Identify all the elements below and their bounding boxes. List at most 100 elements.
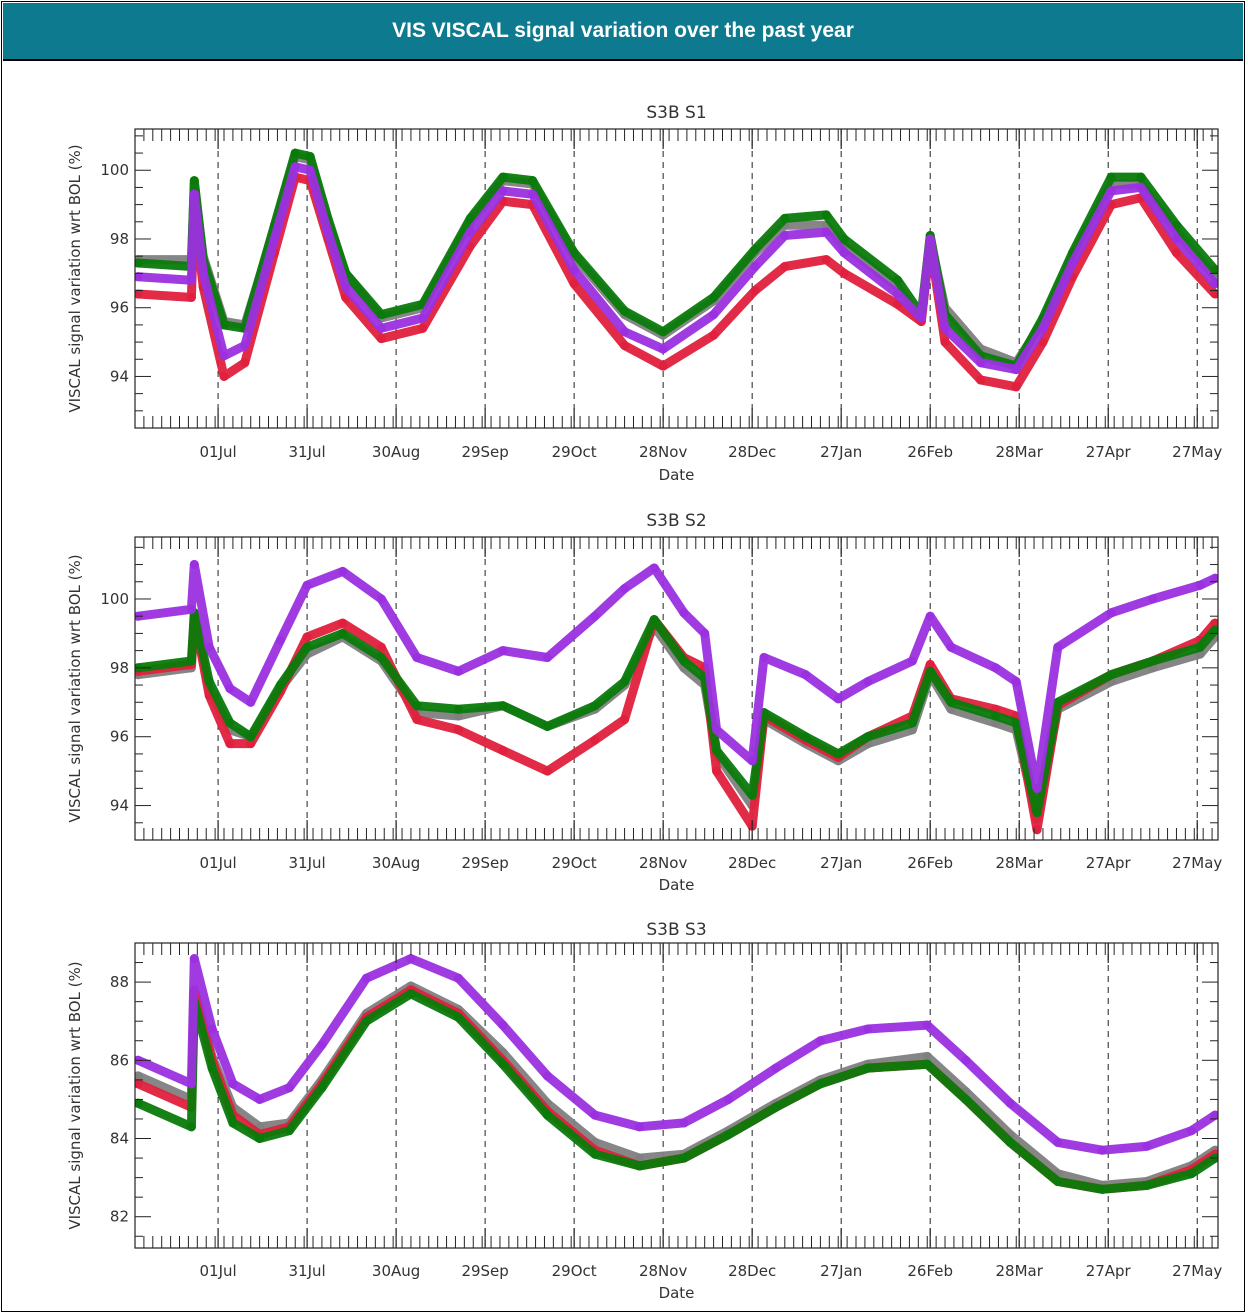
- data-point-green: [453, 1012, 463, 1022]
- data-point-green: [569, 248, 579, 258]
- data-point-purple: [620, 584, 630, 594]
- data-point-green: [542, 1110, 552, 1120]
- data-point-green: [780, 213, 790, 223]
- x-tick-label: 27Jan: [820, 443, 862, 461]
- x-tick-label: 26Feb: [907, 1262, 953, 1280]
- data-point-green: [863, 732, 873, 742]
- data-point-red: [412, 715, 422, 724]
- data-point-green: [255, 1134, 265, 1143]
- data-point-green: [338, 628, 348, 638]
- x-tick-label: 28Dec: [728, 854, 776, 872]
- data-point-green: [465, 213, 475, 223]
- data-point-green: [1011, 718, 1021, 728]
- plot-frame: [134, 536, 1219, 841]
- data-point-purple: [925, 611, 935, 621]
- data-point-green: [771, 1102, 781, 1112]
- data-point-green: [246, 732, 256, 742]
- data-point-purple: [916, 313, 926, 323]
- data-point-purple: [305, 165, 315, 175]
- data-point-green: [1032, 808, 1042, 817]
- data-point-purple: [922, 1020, 932, 1030]
- data-point-purple: [270, 234, 279, 244]
- data-point-purple: [863, 677, 873, 687]
- data-point-purple: [186, 275, 196, 285]
- data-point-purple: [893, 289, 903, 299]
- data-point-purple: [528, 189, 538, 199]
- data-point-green: [376, 310, 386, 320]
- data-point-green: [284, 1126, 294, 1136]
- data-point-purple: [863, 1024, 873, 1034]
- x-tick-label: 26Feb: [907, 443, 953, 461]
- data-point-purple: [1186, 1126, 1196, 1136]
- data-point-gray: [922, 1051, 932, 1061]
- chart-title: S3B S3: [646, 920, 706, 940]
- x-tick-label: 28Mar: [996, 1262, 1044, 1280]
- data-point-purple: [620, 327, 630, 337]
- series-line-gray: [135, 152, 1218, 368]
- series-line-purple: [135, 560, 1218, 793]
- data-point-gray: [453, 711, 463, 721]
- y-tick-label: 98: [110, 230, 129, 248]
- data-point-purple: [679, 1118, 689, 1128]
- data-point-green: [712, 746, 722, 755]
- data-point-purple: [1097, 1145, 1107, 1155]
- data-point-red: [940, 337, 950, 347]
- plot-frame: [134, 128, 1219, 429]
- y-tick-label: 84: [110, 1130, 129, 1148]
- data-point-purple: [590, 1110, 600, 1120]
- x-tick-label: 27Apr: [1086, 443, 1132, 461]
- y-tick-label: 86: [110, 1051, 129, 1069]
- data-point-purple: [815, 1036, 825, 1046]
- data-point-green: [1186, 1169, 1196, 1179]
- data-point-purple: [1195, 580, 1205, 590]
- data-point-purple: [465, 227, 475, 237]
- data-point-red: [186, 292, 196, 302]
- x-tick-label: 31Jul: [288, 443, 325, 461]
- data-point-green: [590, 701, 600, 711]
- data-point-green: [302, 642, 312, 652]
- data-point-red: [246, 739, 256, 749]
- data-point-green: [453, 704, 463, 714]
- data-point-purple: [750, 262, 760, 271]
- y-tick-label: 82: [110, 1208, 129, 1226]
- data-point-green: [1106, 172, 1116, 182]
- data-point-green: [907, 718, 917, 728]
- x-tick-label: 31Jul: [288, 854, 325, 872]
- data-point-red: [1210, 289, 1218, 299]
- x-axis-label: Date: [659, 876, 695, 894]
- data-point-purple: [255, 1094, 265, 1104]
- y-axis-label: VISCAL signal variation wrt BOL (%): [66, 554, 84, 822]
- data-point-green: [833, 749, 843, 759]
- data-point-green: [821, 210, 831, 220]
- chart-title: S3B S2: [646, 511, 706, 531]
- data-point-green: [1136, 172, 1146, 182]
- data-point-purple: [1011, 365, 1021, 375]
- x-tick-label: 27Jan: [820, 854, 862, 872]
- data-point-green: [679, 1153, 689, 1163]
- x-tick-label: 29Oct: [552, 443, 597, 461]
- data-point-red: [1210, 618, 1218, 628]
- data-point-purple: [821, 227, 831, 237]
- x-tick-label: 01Jul: [199, 443, 236, 461]
- data-point-purple: [946, 642, 956, 652]
- series-group: [135, 560, 1218, 835]
- data-point-red: [302, 632, 312, 642]
- data-point-red: [1172, 248, 1181, 258]
- x-tick-label: 28Mar: [996, 854, 1044, 872]
- data-point-green: [893, 275, 903, 285]
- data-point-purple: [240, 341, 250, 350]
- data-point-green: [1053, 1177, 1063, 1186]
- data-point-green: [317, 1083, 327, 1093]
- data-point-purple: [1038, 323, 1048, 333]
- data-point-purple: [658, 344, 668, 354]
- x-tick-label: 30Aug: [372, 854, 420, 872]
- data-point-purple: [569, 265, 579, 275]
- data-point-purple: [709, 310, 719, 320]
- data-point-green: [290, 148, 300, 158]
- data-point-purple: [634, 1122, 644, 1132]
- series-line-green: [135, 989, 1218, 1194]
- data-point-purple: [323, 227, 333, 237]
- data-point-green: [620, 677, 630, 687]
- data-point-green: [679, 656, 689, 666]
- x-tick-label: 27May: [1172, 1262, 1222, 1280]
